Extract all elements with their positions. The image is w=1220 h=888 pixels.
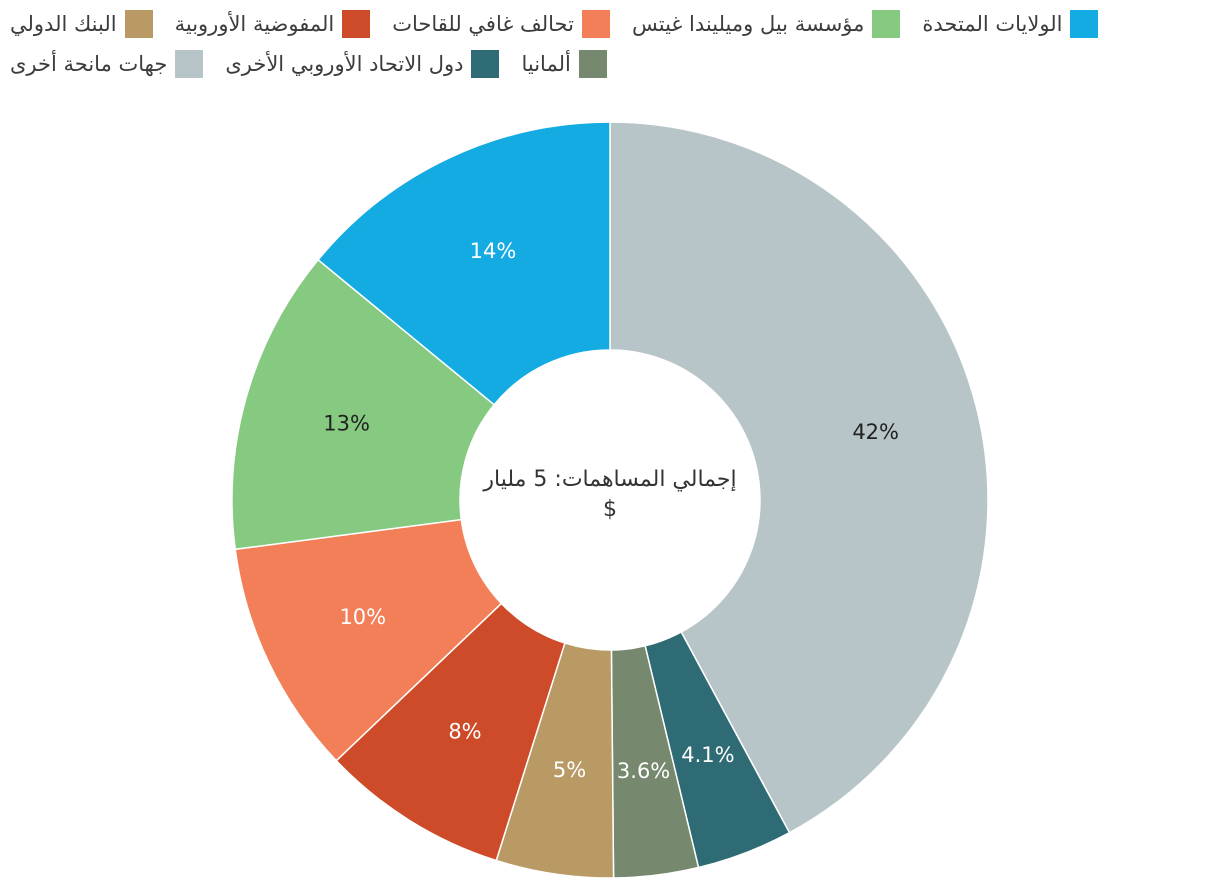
donut-slice bbox=[234, 518, 503, 762]
legend-item: مؤسسة بيل وميليندا غيتس bbox=[631, 10, 901, 38]
slice-data-label: 10% bbox=[339, 605, 386, 629]
slice-data-label: 13% bbox=[323, 412, 370, 436]
legend-row: الولايات المتحدة مؤسسة بيل وميليندا غيتس ت… bbox=[10, 10, 1099, 38]
legend-swatch bbox=[342, 10, 371, 38]
slice-data-label: 14% bbox=[470, 239, 517, 263]
legend-swatch bbox=[471, 50, 500, 78]
legend-item: ألمانيا bbox=[521, 50, 607, 78]
slice-data-label: 5% bbox=[553, 758, 586, 782]
donut-slice bbox=[609, 121, 989, 834]
donut-slice bbox=[231, 258, 496, 551]
legend-item: تحالف غافي للقاحات bbox=[392, 10, 610, 38]
legend-item: دول الاتحاد الأوروبي الأخرى bbox=[225, 50, 500, 78]
donut-slice bbox=[317, 121, 611, 406]
legend-item: الولايات المتحدة bbox=[922, 10, 1099, 38]
slice-data-label: 8% bbox=[448, 719, 481, 743]
legend-swatch bbox=[581, 10, 610, 38]
legend-item: جهات مانحة أخرى bbox=[10, 50, 204, 78]
legend: الولايات المتحدة مؤسسة بيل وميليندا غيتس ت… bbox=[10, 10, 1210, 78]
legend-swatch bbox=[872, 10, 901, 38]
legend-swatch bbox=[1070, 10, 1099, 38]
legend-item: المفوضية الأوروبية bbox=[175, 10, 371, 38]
legend-label: دول الاتحاد الأوروبي الأخرى bbox=[225, 52, 464, 76]
slice-data-label: 4.1% bbox=[681, 743, 734, 767]
legend-label: مؤسسة بيل وميليندا غيتس bbox=[631, 12, 865, 36]
legend-label: جهات مانحة أخرى bbox=[10, 52, 168, 76]
legend-label: تحالف غافي للقاحات bbox=[392, 12, 574, 36]
legend-row: ألمانيا دول الاتحاد الأوروبي الأخرى جهات م… bbox=[10, 50, 607, 78]
slice-data-label: 42% bbox=[852, 420, 899, 444]
legend-label: الولايات المتحدة bbox=[922, 12, 1063, 36]
legend-label: ألمانيا bbox=[521, 52, 571, 76]
center-label: إجمالي المساهمات: 5 مليار $ bbox=[482, 467, 736, 522]
legend-label: البنك الدولي bbox=[10, 12, 117, 36]
legend-swatch bbox=[578, 50, 607, 78]
legend-item: البنك الدولي bbox=[10, 10, 153, 38]
legend-swatch bbox=[175, 50, 204, 78]
slice-data-label: 3.6% bbox=[617, 759, 670, 783]
legend-label: المفوضية الأوروبية bbox=[174, 12, 335, 36]
legend-swatch bbox=[124, 10, 153, 38]
